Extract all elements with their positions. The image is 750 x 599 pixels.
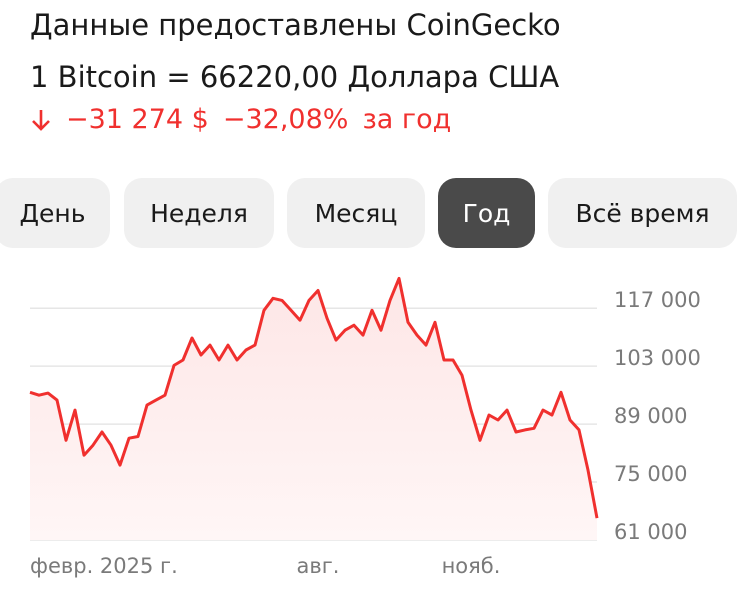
tab[interactable]: Всё время	[548, 178, 737, 248]
tab[interactable]: Месяц	[287, 178, 425, 248]
x-tick-label: авг.	[297, 554, 340, 578]
y-tick-label: 61 000	[614, 520, 687, 544]
down-arrow	[32, 109, 50, 131]
period: за год	[362, 104, 452, 135]
tab[interactable]: День	[0, 178, 110, 248]
x-tick-label: февр. 2025 г.	[30, 554, 178, 578]
chart: 61 000 75 000 89 000 103 000 117 000 февр. 20…	[29, 276, 701, 578]
y-tick-label: 89 000	[614, 404, 687, 428]
tab[interactable]: Неделя	[124, 178, 274, 248]
y-tick-label: 103 000	[614, 346, 701, 370]
change-abs: −31 274 $	[66, 104, 209, 135]
y-tick-label: 117 000	[614, 288, 701, 312]
rate: 1 Bitcoin = 66220,00 Доллара США	[30, 60, 560, 94]
change: −31 274 $ −32,08% за год	[30, 104, 451, 135]
x-tick-label: нояб.	[442, 554, 501, 578]
y-tick-label: 75 000	[614, 462, 687, 486]
source: Данные предоставлены CoinGecko	[30, 8, 561, 42]
line	[29, 276, 599, 519]
change-pct: −32,08%	[222, 104, 349, 135]
tab[interactable]: Год	[438, 178, 535, 248]
area	[30, 278, 597, 540]
